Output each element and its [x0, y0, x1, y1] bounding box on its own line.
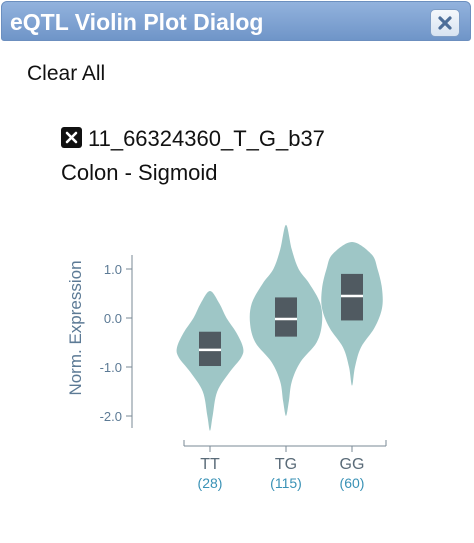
y-tick-label: 1.0 [104, 262, 122, 277]
sample-count-label: (28) [198, 475, 223, 491]
x-tick-label: TT [200, 456, 220, 473]
dialog-body: Clear All 11_66324360_T_G_b37 Colon - Si… [0, 42, 472, 495]
violin-plot: 1.0 0.0 -1.0 -2.0 Norm. Expression TT (28) TG (1… [66, 224, 387, 491]
y-tick-label: -2.0 [100, 409, 122, 424]
remove-variant-button[interactable] [61, 127, 82, 148]
clear-all-link[interactable]: Clear All [27, 62, 106, 85]
eqtl-violin-dialog: eQTL Violin Plot Dialog Clear All 11_663… [0, 1, 472, 495]
y-tick-label: -1.0 [100, 360, 122, 375]
dialog-title: eQTL Violin Plot Dialog [10, 9, 264, 35]
variant-id: 11_66324360_T_G_b37 [88, 126, 325, 151]
x-tick-label: GG [340, 456, 365, 473]
close-icon [438, 16, 452, 30]
box-TG [275, 297, 297, 337]
close-square-icon [65, 131, 78, 144]
y-axis-label: Norm. Expression [66, 260, 85, 395]
x-tick-label: TG [275, 456, 297, 473]
y-tick-label: 0.0 [104, 311, 122, 326]
sample-count-label: (60) [340, 475, 365, 491]
dialog-titlebar[interactable]: eQTL Violin Plot Dialog [1, 1, 471, 41]
sample-count-label: (115) [270, 475, 302, 491]
close-button[interactable] [430, 9, 460, 37]
tissue-name: Colon - Sigmoid [61, 160, 218, 185]
